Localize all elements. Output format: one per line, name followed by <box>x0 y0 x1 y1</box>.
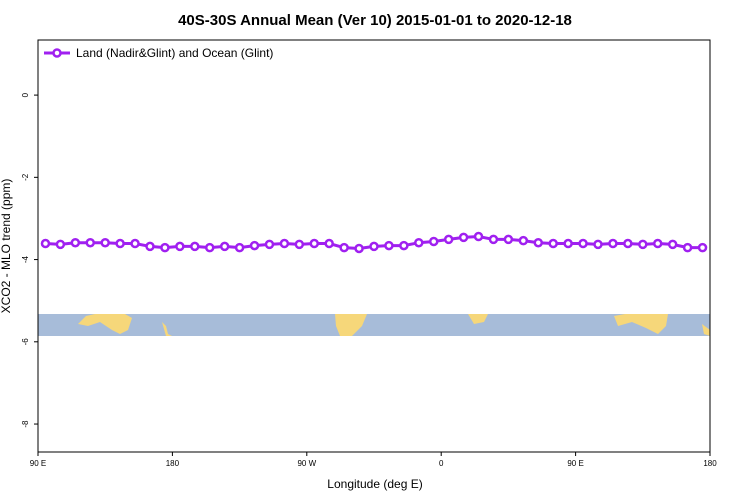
data-point <box>324 238 334 249</box>
data-point <box>458 232 469 243</box>
x-tick-label: 180 <box>166 459 180 468</box>
data-point <box>384 240 394 251</box>
data-point <box>309 238 320 249</box>
data-point <box>249 240 260 251</box>
data-point <box>55 239 66 250</box>
data-point <box>354 243 364 254</box>
data-point <box>100 237 110 248</box>
land <box>162 322 172 336</box>
legend-label: Land (Nadir&Glint) and Ocean (Glint) <box>76 46 273 60</box>
data-point <box>339 242 349 253</box>
land <box>78 314 132 334</box>
data-point <box>399 240 409 251</box>
data-point <box>234 242 245 253</box>
x-tick-label: 90 E <box>30 459 46 468</box>
data-point <box>682 242 693 253</box>
land <box>335 314 367 336</box>
data-point <box>130 238 140 249</box>
data-point <box>294 239 305 250</box>
data-point <box>533 237 544 248</box>
data-point <box>279 238 290 249</box>
legend-marker <box>52 48 62 58</box>
data-point <box>219 241 230 252</box>
x-axis-label: Longitude (deg E) <box>327 477 422 491</box>
data-point <box>264 239 275 250</box>
data-point <box>70 237 81 248</box>
x-tick-label: 180 <box>703 459 717 468</box>
y-tick-label: 0 <box>21 92 30 97</box>
land <box>702 324 710 336</box>
data-point <box>488 234 499 245</box>
x-tick-label: 90 W <box>297 459 316 468</box>
y-tick-label: -8 <box>21 420 30 428</box>
data-point <box>578 238 588 249</box>
data-point <box>40 238 51 249</box>
data-point <box>518 235 529 246</box>
land <box>614 314 668 334</box>
data-point <box>190 241 200 252</box>
chart-title: 40S-30S Annual Mean (Ver 10) 2015-01-01 … <box>178 12 572 29</box>
data-point <box>145 241 155 252</box>
y-tick-label: -4 <box>21 255 30 263</box>
map-strip <box>38 314 710 336</box>
y-tick-label: -6 <box>21 338 30 346</box>
data-point <box>593 239 603 250</box>
data-point <box>563 238 573 249</box>
data-point <box>667 239 678 250</box>
data-point <box>414 237 424 248</box>
data-point <box>623 238 633 249</box>
data-point <box>428 236 439 247</box>
data-point <box>204 242 215 253</box>
y-axis-label: XCO2 - MLO trend (ppm) <box>0 179 13 314</box>
data-point <box>160 242 170 253</box>
data-point <box>369 241 379 252</box>
data-point <box>638 239 648 250</box>
x-tick-label: 0 <box>439 459 444 468</box>
data-point <box>443 234 454 245</box>
data-point <box>175 241 185 252</box>
data-point <box>85 237 96 248</box>
plot-frame <box>37 39 711 453</box>
y-tick-label: -2 <box>21 173 30 181</box>
data-point <box>697 242 708 253</box>
data-point <box>652 238 663 249</box>
x-tick-label: 90 E <box>567 459 583 468</box>
ocean <box>38 314 710 336</box>
data-point <box>473 231 484 242</box>
data-point <box>115 238 125 249</box>
data-point <box>548 238 558 249</box>
land <box>468 314 488 324</box>
data-point <box>608 238 618 249</box>
data-point <box>503 234 514 245</box>
